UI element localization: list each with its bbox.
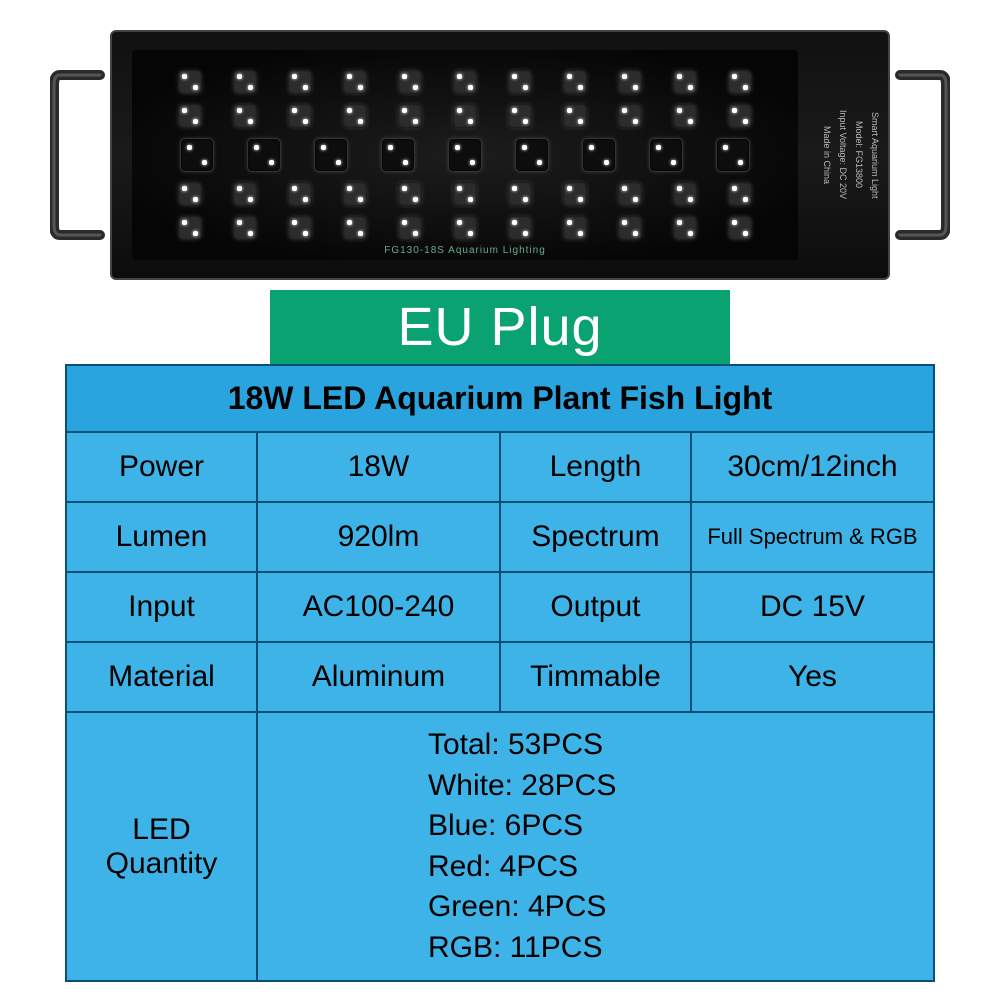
spec-label: Lumen — [66, 502, 257, 572]
spec-value: 30cm/12inch — [691, 432, 934, 502]
product-illustration: FG130-18S Aquarium Lighting Smart Aquari… — [10, 30, 990, 280]
spec-value: Aluminum — [257, 642, 500, 712]
spec-row: Power18WLength30cm/12inch — [66, 432, 934, 502]
led-quantity-values: Total: 53PCSWhite: 28PCSBlue: 6PCSRed: 4… — [257, 712, 934, 981]
spec-row: Lumen920lmSpectrumFull Spectrum & RGB — [66, 502, 934, 572]
spec-row-led: LEDQuantityTotal: 53PCSWhite: 28PCSBlue:… — [66, 712, 934, 981]
device-bottom-label: FG130-18S Aquarium Lighting — [384, 245, 546, 256]
led-panel: FG130-18S Aquarium Lighting — [132, 50, 798, 260]
device-line2: Model: FG13800 — [854, 121, 864, 188]
spec-label: Timmable — [500, 642, 691, 712]
spec-value: AC100-240 — [257, 572, 500, 642]
spec-value: Full Spectrum & RGB — [691, 502, 934, 572]
spec-table: 18W LED Aquarium Plant Fish Light Power1… — [65, 364, 935, 982]
spec-value: DC 15V — [691, 572, 934, 642]
spec-label: Input — [66, 572, 257, 642]
plug-banner: EU Plug — [270, 290, 730, 364]
spec-value: 920lm — [257, 502, 500, 572]
spec-title: 18W LED Aquarium Plant Fish Light — [66, 365, 934, 432]
spec-value: 18W — [257, 432, 500, 502]
mount-bracket-right — [890, 30, 950, 280]
spec-row: InputAC100-240OutputDC 15V — [66, 572, 934, 642]
spec-label: Length — [500, 432, 691, 502]
spec-value: Yes — [691, 642, 934, 712]
device-line3: Input Voltage: DC 20V — [838, 110, 848, 199]
spec-label: Output — [500, 572, 691, 642]
spec-label: Power — [66, 432, 257, 502]
device-line1: Smart Aquarium Light — [870, 112, 880, 199]
spec-header-row: 18W LED Aquarium Plant Fish Light — [66, 365, 934, 432]
light-body: FG130-18S Aquarium Lighting Smart Aquari… — [110, 30, 890, 280]
led-quantity-label: LEDQuantity — [66, 712, 257, 981]
mount-bracket-left — [50, 30, 110, 280]
spec-row: MaterialAluminumTimmableYes — [66, 642, 934, 712]
device-line4: Made in China — [822, 126, 832, 184]
device-side-label: Smart Aquarium Light Model: FG13800 Inpu… — [810, 42, 880, 268]
spec-label: Material — [66, 642, 257, 712]
spec-label: Spectrum — [500, 502, 691, 572]
